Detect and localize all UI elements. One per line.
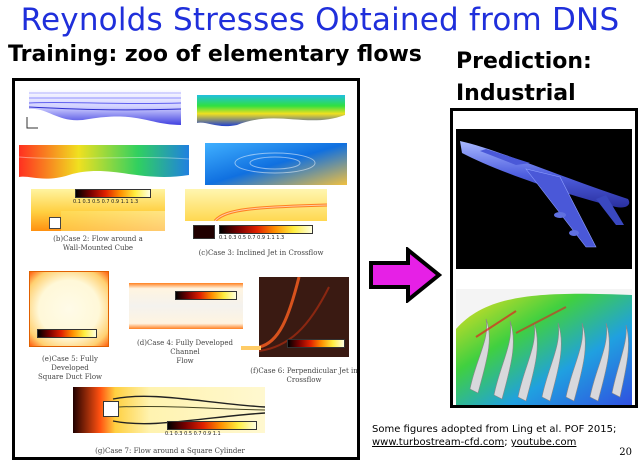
- training-heading: Training: zoo of elementary flows: [8, 42, 422, 67]
- case7-colorbar-ticks: 0.1 0.3 0.5 0.7 0.9 1.1: [165, 431, 221, 437]
- prediction-figure-panel: [450, 108, 638, 408]
- case4-caption: (d)Case 4: Fully Developed Channel Flow: [137, 339, 233, 365]
- periodic-hill-figure-2: [197, 95, 345, 129]
- footnote: Some figures adopted from Ling et al. PO…: [372, 423, 616, 449]
- footnote-separator: ;: [504, 437, 511, 448]
- case5-caption: (e)Case 5: Fully Developed Square Duct F…: [37, 355, 103, 381]
- case4-channel-figure: [129, 283, 243, 329]
- youtube-link[interactable]: youtube.com: [510, 437, 577, 448]
- axis-glyph: [25, 115, 41, 131]
- case3-caption: (c)Case 3: Inclined Jet in Crossflow: [198, 249, 324, 257]
- case5-colorbar: [37, 329, 97, 338]
- periodic-hill-figure-3: [19, 145, 189, 183]
- case7-colorbar: [167, 421, 257, 430]
- turbine-blade-figure: [456, 289, 632, 405]
- case2-colorbar: [75, 189, 151, 198]
- case3-jet-figure: [185, 189, 327, 221]
- prediction-heading-line1: Prediction:: [456, 49, 592, 74]
- case3-colorbar-ticks: 0.1 0.3 0.5 0.7 0.9 1.1 1.3: [219, 235, 285, 241]
- case3-inset: [193, 225, 215, 239]
- periodic-hill-figure-4: [205, 143, 347, 185]
- footnote-links: www.turbostream-cfd.com; youtube.com: [372, 436, 616, 449]
- prediction-heading: Prediction: Industrial flows: [456, 46, 640, 142]
- page-number: 20: [619, 447, 632, 458]
- right-arrow-icon: [369, 247, 442, 303]
- footnote-source: Some figures adopted from Ling et al. PO…: [372, 424, 617, 435]
- case6-inlet: [241, 346, 261, 350]
- case6-colorbar: [287, 339, 345, 348]
- case4-colorbar: [175, 291, 237, 300]
- slide-title: Reynolds Stresses Obtained from DNS: [20, 2, 620, 38]
- aircraft-figure: [456, 129, 632, 269]
- case3-colorbar: [219, 225, 313, 234]
- case6-caption: (f)Case 6: Perpendicular Jet in Crossflo…: [250, 367, 358, 384]
- periodic-hill-figure-1: [29, 89, 181, 125]
- case7-caption: (g)Case 7: Flow around a Square Cylinder: [95, 447, 245, 455]
- turbostream-link[interactable]: www.turbostream-cfd.com: [372, 437, 505, 448]
- case2-caption: (b)Case 2: Flow around a Wall-Mounted Cu…: [53, 235, 143, 252]
- training-figure-panel: 0.1 0.3 0.5 0.7 0.9 1.1 1.3 (b)Case 2: F…: [12, 78, 360, 460]
- case2-colorbar-ticks: 0.1 0.3 0.5 0.7 0.9 1.1 1.3: [73, 199, 139, 205]
